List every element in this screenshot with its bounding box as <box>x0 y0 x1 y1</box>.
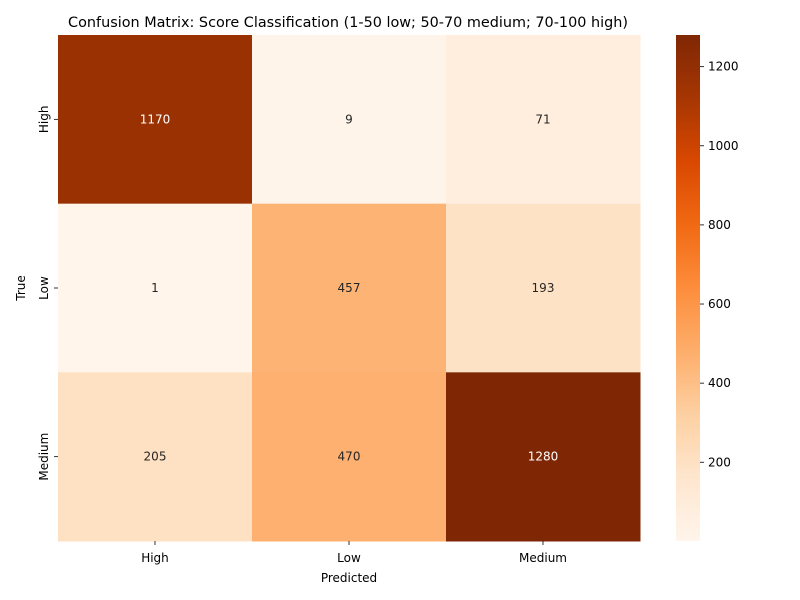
colorbar-tick-label: 400 <box>708 376 731 390</box>
cell-value-label: 457 <box>338 281 361 295</box>
cell-value-label: 1280 <box>528 450 559 464</box>
colorbar-tick-label: 1200 <box>708 60 739 74</box>
chart-title: Confusion Matrix: Score Classification (… <box>68 15 628 31</box>
cell-value-label: 71 <box>535 112 550 126</box>
heatmap-cell <box>252 35 447 205</box>
colorbar <box>676 35 700 541</box>
y-tick-label: High <box>37 106 51 134</box>
heatmap-cell <box>252 203 447 373</box>
colorbar-ticks: 200 400 600 800 1000 1200 <box>700 60 739 469</box>
heatmap-cell <box>446 203 641 373</box>
heatmap-cell <box>252 372 447 542</box>
cell-value-label: 1 <box>151 281 159 295</box>
x-tick-label: High <box>141 551 169 565</box>
x-axis-label: Predicted <box>321 571 377 585</box>
colorbar-tick-label: 200 <box>708 455 731 469</box>
cell-value-label: 470 <box>338 450 361 464</box>
x-tick-label: Medium <box>519 551 567 565</box>
x-tick-label: Low <box>337 551 361 565</box>
heatmap-cell <box>58 203 253 373</box>
y-axis-label: True <box>14 275 28 302</box>
y-tick-label: Medium <box>37 433 51 481</box>
colorbar-tick-label: 600 <box>708 297 731 311</box>
heatmap-cell <box>446 35 641 205</box>
cell-value-label: 193 <box>532 281 555 295</box>
colorbar-tick-label: 800 <box>708 218 731 232</box>
heatmap-cell <box>446 372 641 542</box>
cell-value-label: 1170 <box>140 112 171 126</box>
colorbar-tick-label: 1000 <box>708 139 739 153</box>
heatmap-cells <box>58 35 641 542</box>
heatmap-cell <box>58 35 253 205</box>
heatmap-cell-labels: 1170 9 71 1 457 193 205 470 1280 <box>140 112 559 463</box>
cell-value-label: 205 <box>144 450 167 464</box>
cell-value-label: 9 <box>345 112 353 126</box>
heatmap-cell <box>58 372 253 542</box>
x-axis: High Low Medium <box>141 541 567 565</box>
y-tick-label: Low <box>37 276 51 300</box>
y-axis: High Low Medium <box>37 106 58 481</box>
